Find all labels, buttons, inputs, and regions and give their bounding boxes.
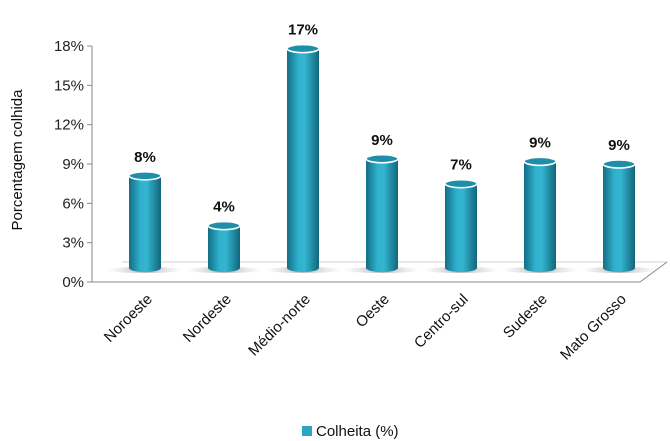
legend-swatch bbox=[302, 426, 312, 436]
bar-body bbox=[524, 161, 556, 272]
bar-body bbox=[445, 183, 477, 272]
y-axis-ticks: 0% 3% 6% 9% 12% 15% 18% bbox=[54, 38, 92, 291]
data-label: 7% bbox=[450, 157, 472, 174]
bar: 8% bbox=[107, 149, 183, 273]
bar-top bbox=[286, 43, 320, 54]
bar-top bbox=[602, 159, 636, 169]
data-label: 9% bbox=[529, 134, 551, 151]
floor-side-edge bbox=[639, 261, 668, 283]
bar: 7% bbox=[423, 157, 499, 273]
x-tick-label: Médio-norte bbox=[245, 291, 314, 360]
x-axis-labels: Noroeste Nordeste Médio-norte Oeste Centro-s… bbox=[101, 291, 630, 364]
bar: 9% bbox=[581, 137, 657, 273]
y-tick-label: 12% bbox=[54, 117, 84, 134]
data-label: 4% bbox=[213, 199, 235, 216]
data-label: 9% bbox=[371, 132, 393, 149]
bar-body bbox=[287, 48, 319, 272]
x-tick-label: Nordeste bbox=[180, 291, 235, 346]
y-tick-label: 6% bbox=[62, 195, 84, 212]
bar-top bbox=[365, 153, 399, 164]
x-tick-label: Mato Grosso bbox=[557, 291, 630, 364]
y-tick-label: 0% bbox=[62, 274, 84, 291]
bar-body bbox=[603, 164, 635, 272]
y-tick-label: 18% bbox=[54, 38, 84, 55]
bar-top bbox=[207, 220, 241, 231]
bar-series: 8% 4% 17% 9% 7% 9% 9% bbox=[107, 22, 657, 273]
bar: 4% bbox=[186, 199, 262, 273]
bar: 17% bbox=[265, 22, 341, 273]
bar-top bbox=[523, 156, 557, 167]
legend: Colheita (%) bbox=[302, 423, 399, 440]
x-tick-label: Noroeste bbox=[101, 291, 156, 346]
x-tick-label: Centro-sul bbox=[411, 291, 472, 352]
y-axis-title: Porcentagem colhida bbox=[9, 89, 26, 231]
bar-body bbox=[129, 175, 161, 272]
bar-body bbox=[208, 225, 240, 272]
data-label: 17% bbox=[288, 22, 318, 39]
bar-top bbox=[444, 178, 478, 189]
x-tick-label: Oeste bbox=[353, 291, 393, 331]
bar: 9% bbox=[502, 134, 578, 273]
bar-top bbox=[128, 171, 162, 181]
bar-body bbox=[366, 158, 398, 272]
bar: 9% bbox=[344, 132, 420, 273]
data-label: 8% bbox=[134, 149, 156, 166]
data-label: 9% bbox=[608, 137, 630, 154]
x-tick-label: Sudeste bbox=[500, 291, 551, 342]
y-tick-label: 15% bbox=[54, 77, 84, 94]
y-tick-label: 3% bbox=[62, 235, 84, 252]
y-tick-label: 9% bbox=[62, 156, 84, 173]
legend-label: Colheita (%) bbox=[316, 423, 399, 440]
